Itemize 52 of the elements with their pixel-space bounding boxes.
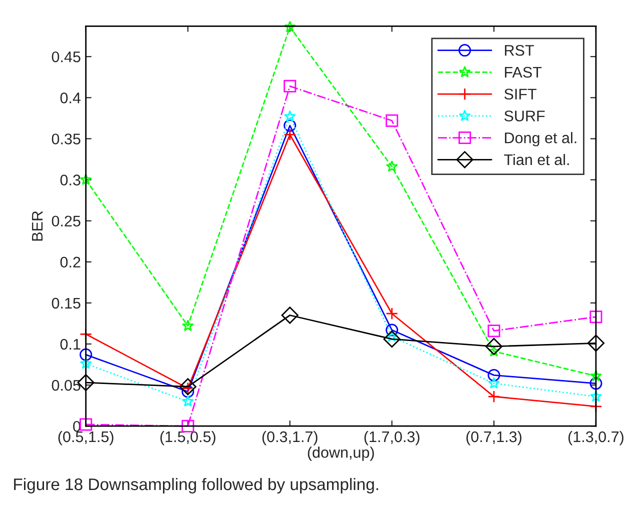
point (590, 377, 602, 390)
legend-label: Dong et al. (504, 132, 576, 146)
point (590, 310, 602, 324)
point (590, 390, 602, 402)
x-tick-label: (1.3,0.7) (568, 430, 624, 446)
x-tick-label: (1.7,0.3) (364, 430, 420, 446)
point (386, 114, 398, 127)
x-tick-label: (0.3,1.7) (262, 430, 318, 446)
point (386, 307, 398, 320)
point (488, 390, 500, 403)
point (284, 80, 296, 92)
point (80, 418, 92, 431)
legend-label: SIFT (504, 88, 536, 100)
point (182, 320, 194, 332)
point (80, 174, 92, 185)
point (284, 119, 296, 132)
point (587, 334, 604, 352)
y-tick-label: 0.2 (60, 256, 80, 268)
y-tick-label: 0.1 (60, 338, 80, 350)
point (284, 128, 296, 141)
point (281, 306, 298, 324)
x-axis-title: (down,up) (308, 446, 374, 461)
legend-label: FAST (504, 66, 542, 78)
point (386, 160, 398, 172)
point (590, 370, 602, 382)
y-tick-label: 0.3 (60, 174, 80, 186)
caption: Figure 18 Downsampling followed by upsampling. (14, 478, 378, 494)
x-tick-label: (0.7,1.3) (466, 430, 522, 446)
point (182, 395, 194, 407)
y-tick-label: 0.25 (52, 216, 80, 227)
legend-label: RST (504, 44, 534, 56)
y-tick-label: 0.15 (52, 298, 80, 309)
point (383, 330, 400, 348)
point (485, 338, 502, 356)
y-tick-label: 0.4 (60, 92, 81, 104)
y-tick-label: 0.45 (52, 51, 80, 62)
point (386, 324, 398, 336)
point (488, 324, 500, 338)
point (80, 357, 92, 369)
point (284, 20, 296, 32)
point (179, 378, 196, 396)
point (488, 368, 500, 382)
legend-label: Tian et al. (504, 154, 569, 166)
y-axis-title: BER (32, 211, 43, 241)
y-tick-label: 0.05 (52, 380, 80, 391)
point (80, 348, 92, 361)
x-tick-label: (1.5,0.5) (160, 430, 216, 446)
y-tick-label: 0.35 (52, 134, 80, 144)
x-tick-label: (0.5,1.5) (58, 430, 114, 446)
legend-label: SURF (504, 110, 545, 122)
point (284, 110, 296, 122)
point (488, 377, 500, 389)
